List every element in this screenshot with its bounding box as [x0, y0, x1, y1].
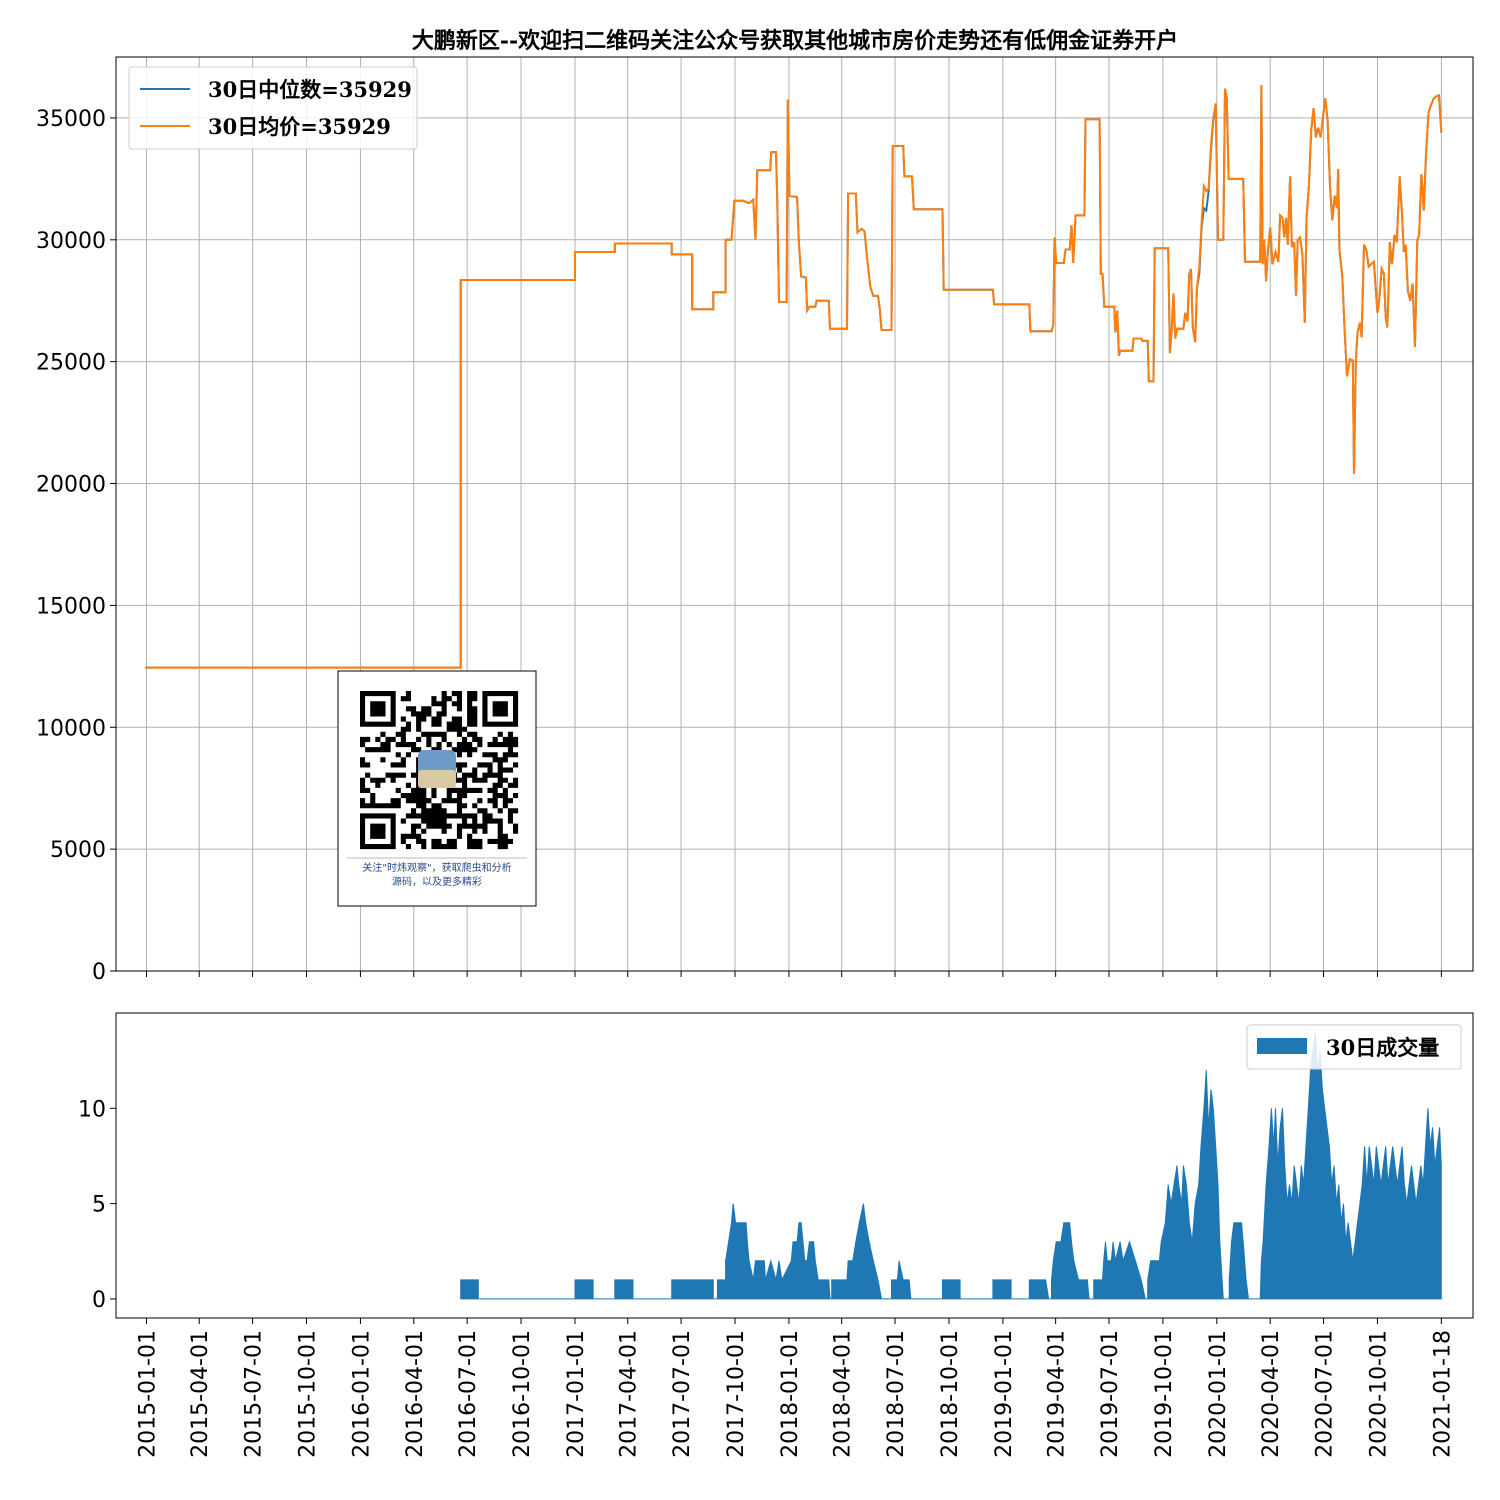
- xtick-label-15: 2018-10-01: [938, 1330, 963, 1458]
- xtick-label-18: 2019-07-01: [1098, 1330, 1123, 1458]
- xtick-label-1: 2015-04-01: [188, 1330, 213, 1458]
- top-ytick-label-3: 15000: [36, 594, 106, 619]
- qr-code-image: [360, 691, 519, 850]
- xtick-label-11: 2017-10-01: [724, 1330, 749, 1458]
- volume-chart-area: [460, 1032, 1442, 1300]
- top-ytick-label-0: 0: [92, 960, 106, 985]
- qr-caption-line1: 关注"时炜观察"，获取爬虫和分析: [362, 861, 511, 874]
- top-ytick-label-5: 25000: [36, 351, 106, 376]
- xtick-label-3: 2015-10-01: [296, 1330, 321, 1458]
- chart-title: 大鹏新区--欢迎扫二维码关注公众号获取其他城市房价走势还有低佣金证券开户: [412, 28, 1178, 54]
- legend-label-median: 30日中位数=35929: [208, 77, 412, 102]
- xtick-label-7: 2016-10-01: [510, 1330, 535, 1458]
- xtick-label-19: 2019-10-01: [1152, 1330, 1177, 1458]
- xtick-label-5: 2016-04-01: [403, 1330, 428, 1458]
- bottom-ytick-label-2: 10: [78, 1097, 106, 1122]
- xtick-label-0: 2015-01-01: [135, 1330, 160, 1458]
- top-ytick-label-6: 30000: [36, 229, 106, 254]
- qr-caption-line2: 源码，以及更多精彩: [392, 875, 482, 888]
- qr-code-card: 关注"时炜观察"，获取爬虫和分析 源码，以及更多精彩: [337, 670, 537, 907]
- xtick-label-22: 2020-07-01: [1313, 1330, 1338, 1458]
- bottom-plot-frame: [115, 1012, 1474, 1319]
- top-chart-lines: [145, 84, 1443, 669]
- legend-label-volume: 30日成交量: [1326, 1035, 1439, 1060]
- top-ytick-label-2: 10000: [36, 716, 106, 741]
- xtick-label-24: 2021-01-18: [1430, 1330, 1455, 1458]
- legend-label-mean: 30日均价=35929: [208, 114, 391, 139]
- xtick-label-23: 2020-10-01: [1366, 1330, 1391, 1458]
- top-legend: 30日中位数=35929 30日均价=35929: [128, 66, 418, 150]
- legend-swatch-volume: [1257, 1038, 1307, 1054]
- bottom-y-axis: 0 5 10: [78, 1097, 116, 1313]
- top-ytick-label-1: 5000: [50, 838, 106, 863]
- xtick-label-16: 2019-01-01: [992, 1330, 1017, 1458]
- xtick-label-2: 2015-07-01: [242, 1330, 267, 1458]
- xtick-label-10: 2017-07-01: [670, 1330, 695, 1458]
- top-y-axis: 0 5000 10000 15000 20000 25000 30000 35000: [36, 107, 116, 985]
- xtick-label-9: 2017-04-01: [617, 1330, 642, 1458]
- top-x-axis: [145, 971, 1442, 977]
- xtick-label-17: 2019-04-01: [1045, 1330, 1070, 1458]
- xtick-label-4: 2016-01-01: [349, 1330, 374, 1458]
- qr-modules-path: [360, 691, 519, 850]
- xtick-label-12: 2018-01-01: [778, 1330, 803, 1458]
- top-ytick-label-4: 20000: [36, 473, 106, 498]
- xtick-label-20: 2020-01-01: [1206, 1330, 1231, 1458]
- xtick-label-13: 2018-04-01: [831, 1330, 856, 1458]
- xtick-label-8: 2017-01-01: [564, 1330, 589, 1458]
- bottom-ytick-label-1: 5: [92, 1193, 106, 1218]
- top-ytick-label-7: 35000: [36, 107, 106, 132]
- xtick-label-14: 2018-07-01: [884, 1330, 909, 1458]
- bottom-ytick-label-0: 0: [92, 1288, 106, 1313]
- xtick-label-21: 2020-04-01: [1259, 1330, 1284, 1458]
- volume-area: [460, 1032, 1442, 1300]
- series-line-1: [145, 84, 1443, 669]
- xtick-label-6: 2016-07-01: [456, 1330, 481, 1458]
- top-plot-frame: [115, 56, 1474, 972]
- bottom-legend: 30日成交量: [1246, 1024, 1462, 1070]
- bottom-x-axis: 2015-01-01 2015-04-01 2015-07-01 2015-10-01…: [135, 1318, 1455, 1458]
